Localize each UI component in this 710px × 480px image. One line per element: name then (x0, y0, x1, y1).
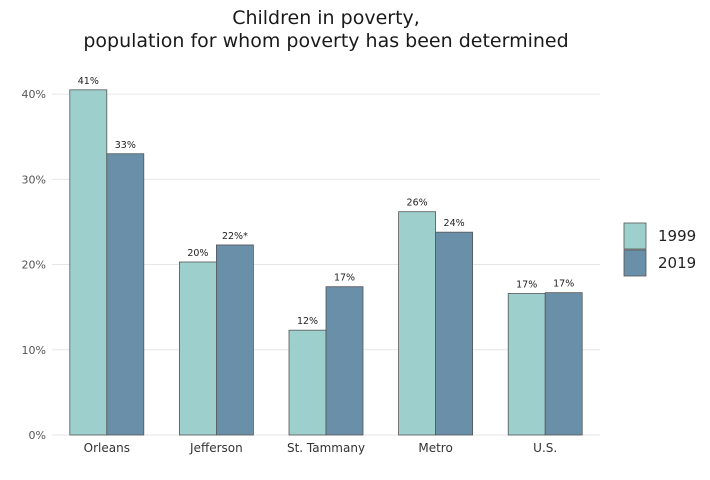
y-tick-label: 40% (22, 88, 46, 101)
data-label: 17% (553, 279, 574, 290)
data-label: 12% (297, 316, 318, 327)
bar-orleans-2019 (106, 153, 145, 436)
legend-swatch-2019 (623, 249, 647, 277)
x-tick-label: Metro (418, 441, 452, 455)
bars (69, 89, 583, 436)
bar-jefferson-2019 (215, 244, 254, 436)
y-tick-label: 20% (22, 259, 46, 272)
bar-metro-1999 (398, 211, 437, 436)
data-label: 22%* (222, 231, 248, 242)
data-label: 26% (407, 198, 428, 209)
x-axis-ticks: Orleans Jefferson St. Tammany Metro U.S. (84, 441, 558, 455)
legend-label-2019: 2019 (658, 254, 696, 272)
bar-st-tammany-2019 (325, 286, 364, 436)
y-tick-label: 0% (29, 429, 46, 442)
data-labels: 41% 33% 20% 22%* 12% 17% 26% 24% 17% 17% (78, 76, 575, 327)
bar-orleans-1999 (69, 89, 108, 436)
data-label: 17% (516, 280, 537, 291)
y-tick-label: 10% (22, 344, 46, 357)
legend: 1999 2019 (623, 222, 696, 277)
bar-jefferson-1999 (178, 261, 217, 436)
y-axis-ticks: 0% 10% 20% 30% 40% (22, 88, 46, 442)
data-label: 33% (115, 140, 136, 151)
x-tick-label: Jefferson (189, 441, 243, 455)
data-label: 17% (334, 273, 355, 284)
data-label: 24% (444, 218, 465, 229)
bar-st-tammany-1999 (288, 329, 327, 436)
data-label: 20% (187, 248, 208, 259)
chart-title-line-2: population for whom poverty has been det… (83, 30, 568, 52)
chart-title-line-1: Children in poverty, (232, 7, 420, 29)
x-tick-label: St. Tammany (287, 441, 365, 455)
bar-metro-2019 (435, 231, 474, 436)
bar-u-s--1999 (507, 293, 546, 436)
legend-swatch-1999 (623, 222, 647, 250)
data-label: 41% (78, 76, 99, 87)
bar-u-s--2019 (544, 292, 583, 436)
chart-title: Children in poverty, population for whom… (83, 7, 568, 52)
legend-label-1999: 1999 (658, 227, 696, 245)
x-tick-label: U.S. (533, 441, 557, 455)
y-tick-label: 30% (22, 173, 46, 186)
x-tick-label: Orleans (84, 441, 130, 455)
